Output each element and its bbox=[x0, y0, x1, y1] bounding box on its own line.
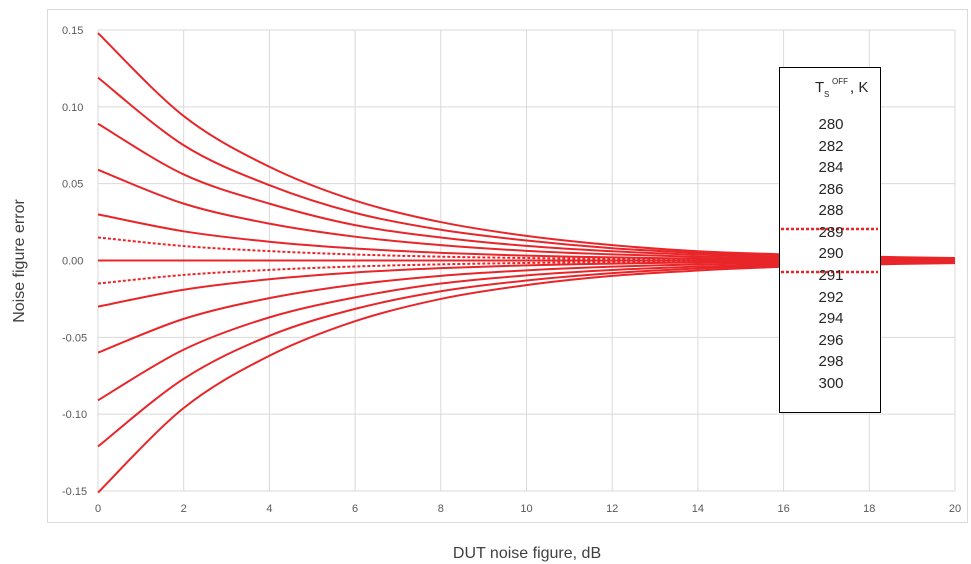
legend-title-superscript: OFF bbox=[832, 77, 848, 86]
x-axis-ticks: 0 2 4 6 8 10 12 14 16 18 20 bbox=[95, 503, 961, 515]
x-tick-label: 20 bbox=[949, 503, 961, 515]
y-tick-label: -0.05 bbox=[62, 332, 87, 344]
y-tick-label: 0.15 bbox=[62, 25, 83, 37]
legend-title-subscript: S bbox=[824, 90, 829, 99]
x-tick-label: 6 bbox=[352, 503, 358, 515]
y-tick-label: 0.00 bbox=[62, 256, 83, 268]
x-tick-label: 0 bbox=[95, 503, 101, 515]
y-axis-ticks: 0.15 0.10 0.05 0.00 -0.05 -0.10 -0.15 bbox=[62, 25, 87, 498]
x-tick-label: 12 bbox=[606, 503, 618, 515]
x-tick-label: 4 bbox=[266, 503, 272, 515]
x-tick-label: 16 bbox=[777, 503, 789, 515]
legend-box bbox=[779, 67, 881, 413]
legend-entry-300: 300 bbox=[818, 375, 843, 392]
legend-entry-294: 294 bbox=[818, 310, 843, 327]
legend-entry-284: 284 bbox=[818, 159, 843, 176]
y-tick-label: -0.15 bbox=[62, 486, 87, 498]
legend-entry-286: 286 bbox=[818, 181, 843, 198]
legend-entry-291: 291 bbox=[818, 267, 843, 284]
legend-entry-292: 292 bbox=[818, 289, 843, 306]
legend-entries: 280 282 284 286 288 289 290 291 292 294 296 298 300 bbox=[781, 116, 878, 392]
x-tick-label: 8 bbox=[438, 503, 444, 515]
x-tick-label: 18 bbox=[863, 503, 875, 515]
legend-entry-280: 280 bbox=[818, 116, 843, 133]
x-tick-label: 10 bbox=[520, 503, 532, 515]
legend: T S OFF , K 2802822842862882892902912922… bbox=[779, 67, 881, 413]
y-tick-label: 0.10 bbox=[62, 102, 83, 114]
legend-title-t: T bbox=[815, 79, 824, 96]
y-tick-label: -0.10 bbox=[62, 409, 87, 421]
legend-entry-298: 298 bbox=[818, 353, 843, 370]
x-tick-label: 14 bbox=[692, 503, 704, 515]
legend-entry-289: 289 bbox=[818, 224, 843, 241]
legend-entry-296: 296 bbox=[818, 332, 843, 349]
legend-title-unit: , K bbox=[850, 79, 868, 96]
x-axis-title: DUT noise figure, dB bbox=[453, 545, 601, 562]
legend-entry-288: 288 bbox=[818, 202, 843, 219]
x-tick-label: 2 bbox=[181, 503, 187, 515]
legend-entry-282: 282 bbox=[818, 138, 843, 155]
legend-entry-290: 290 bbox=[818, 245, 843, 262]
y-axis-title: Noise figure error bbox=[11, 199, 28, 323]
y-tick-label: 0.05 bbox=[62, 179, 83, 191]
